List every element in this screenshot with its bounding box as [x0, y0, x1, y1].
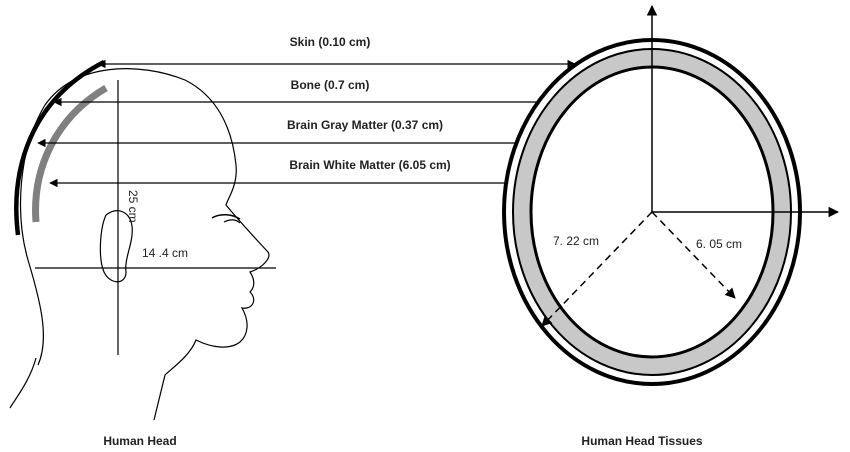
tissue-cross-section: 7. 22 cm 6. 05 cm — [502, 4, 840, 386]
tissues-caption: Human Head Tissues — [581, 434, 702, 448]
skin-arc — [14, 59, 106, 236]
outer-radius-label: 7. 22 cm — [553, 234, 599, 248]
head-caption: Human Head — [103, 434, 176, 448]
layer-arrows — [37, 59, 576, 188]
head-height-label: 25 cm — [126, 190, 140, 223]
head-profile — [9, 68, 270, 421]
bone-label: Bone (0.7 cm) — [291, 78, 370, 92]
inner-radius-label: 6. 05 cm — [696, 237, 742, 251]
gray-matter-label: Brain Gray Matter (0.37 cm) — [287, 118, 443, 132]
inner-radius-line — [651, 211, 736, 299]
outer-radius-line — [541, 211, 653, 327]
skin-label: Skin (0.10 cm) — [290, 35, 371, 49]
white-matter-label: Brain White Matter (6.05 cm) — [289, 158, 450, 172]
head-width-label: 14 .4 cm — [142, 246, 188, 260]
